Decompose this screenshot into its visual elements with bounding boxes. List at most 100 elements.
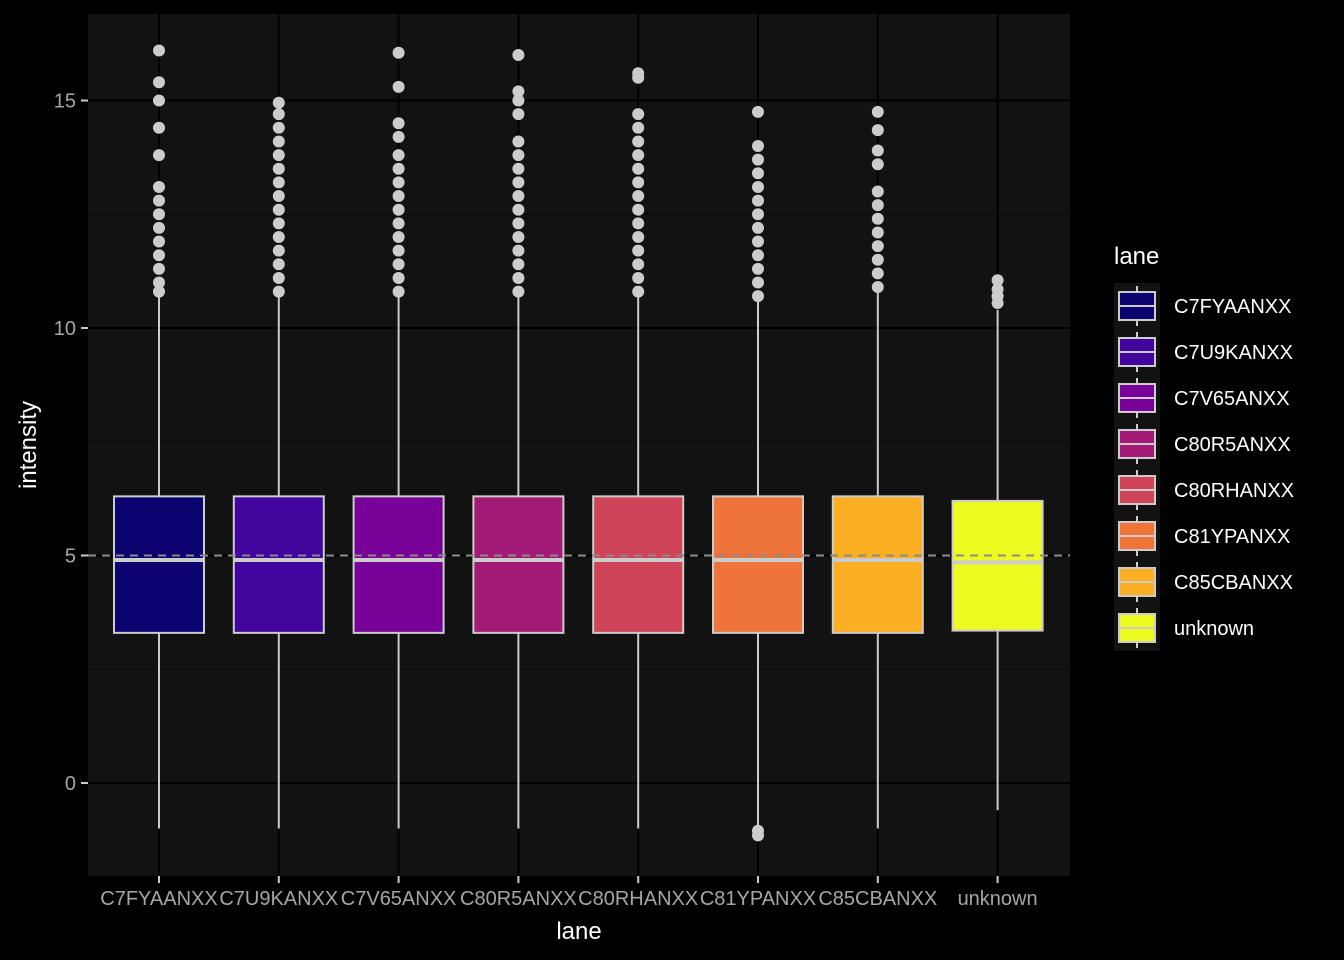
outlier-point — [871, 253, 884, 266]
x-tick-label: C7V65ANXX — [341, 888, 457, 910]
outlier-point — [752, 829, 764, 842]
legend-title: lane — [1114, 243, 1159, 270]
outlier-point — [272, 217, 285, 230]
outlier-point — [752, 249, 764, 262]
legend-label: C85CBANXX — [1174, 572, 1293, 594]
outlier-point — [632, 190, 645, 203]
box-group — [592, 67, 685, 829]
outlier-point — [392, 176, 405, 189]
y-tick-label: 0 — [65, 773, 76, 795]
legend: C7FYAANXX C7U9KANXX C7V65ANXX C80R5ANXX C80R… — [1114, 283, 1294, 651]
outlier-point — [272, 203, 285, 216]
outlier-point — [512, 271, 525, 284]
outlier-point — [871, 199, 884, 212]
outlier-point — [153, 276, 165, 289]
outlier-point — [153, 94, 165, 107]
outlier-point — [392, 149, 405, 162]
legend-label: C80RHANXX — [1174, 480, 1294, 502]
outlier-point — [153, 76, 165, 89]
plot-panel — [88, 14, 1070, 876]
box — [352, 495, 445, 634]
legend-item: C80RHANXX — [1114, 467, 1294, 513]
outlier-point — [632, 203, 645, 216]
box-group — [232, 96, 325, 829]
outlier-point — [272, 176, 285, 189]
outlier-point — [752, 180, 764, 193]
legend-item: C7FYAANXX — [1114, 283, 1291, 329]
outlier-point — [272, 190, 285, 203]
outlier-point — [752, 235, 764, 248]
outlier-point — [392, 130, 405, 143]
outlier-point — [871, 212, 884, 225]
outlier-point — [272, 135, 285, 148]
outlier-point — [392, 162, 405, 175]
x-tick-label: C7FYAANXX — [100, 888, 217, 910]
outlier-point — [392, 244, 405, 257]
outlier-point — [752, 208, 764, 221]
outlier-point — [272, 96, 285, 109]
outlier-point — [871, 226, 884, 239]
outlier-point — [871, 124, 884, 137]
y-tick-label: 5 — [65, 546, 76, 568]
outlier-point — [512, 217, 525, 230]
outlier-point — [991, 274, 1004, 287]
y-tick-label: 10 — [54, 318, 76, 340]
outlier-point — [752, 290, 764, 303]
outlier-point — [632, 271, 645, 284]
box-group — [472, 49, 565, 829]
outlier-point — [392, 271, 405, 284]
box — [472, 495, 565, 634]
x-tick-label: C80RHANXX — [578, 888, 698, 910]
outlier-point — [392, 285, 405, 298]
legend-item: unknown — [1114, 605, 1254, 651]
outlier-point — [512, 85, 525, 98]
outlier-point — [392, 117, 405, 130]
outlier-point — [632, 244, 645, 257]
outlier-point — [632, 231, 645, 243]
box — [951, 499, 1044, 632]
box-group — [113, 44, 205, 829]
box-group — [831, 105, 924, 829]
x-tick-label: C85CBANXX — [818, 888, 937, 910]
outlier-point — [272, 285, 285, 298]
outlier-point — [991, 283, 1004, 296]
outlier-point — [752, 167, 764, 180]
outlier-point — [632, 149, 645, 162]
outlier-point — [272, 162, 285, 175]
legend-item: C85CBANXX — [1114, 559, 1293, 605]
legend-label: C80R5ANXX — [1174, 434, 1291, 456]
outlier-point — [392, 217, 405, 230]
outlier-point — [272, 149, 285, 162]
outlier-point — [752, 262, 764, 275]
outlier-point — [512, 49, 525, 61]
outlier-point — [752, 153, 764, 166]
legend-label: C7U9KANXX — [1174, 342, 1293, 364]
outlier-point — [512, 162, 525, 175]
outlier-point — [153, 285, 165, 298]
outlier-point — [871, 144, 884, 157]
outlier-point — [153, 249, 165, 262]
x-tick-label: C80R5ANXX — [460, 888, 577, 910]
outlier-point — [632, 135, 645, 148]
outlier-point — [512, 244, 525, 257]
outlier-point — [272, 108, 285, 121]
outlier-point — [153, 44, 165, 57]
outlier-point — [272, 258, 285, 271]
outlier-point — [871, 105, 884, 118]
outlier-point — [632, 108, 645, 121]
outlier-point — [512, 285, 525, 298]
x-tick-label: unknown — [958, 888, 1038, 910]
outlier-point — [512, 135, 525, 148]
outlier-point — [871, 185, 884, 198]
outlier-point — [632, 176, 645, 189]
outlier-point — [392, 80, 405, 93]
box — [113, 495, 205, 634]
outlier-point — [871, 281, 884, 294]
outlier-point — [272, 121, 285, 134]
outlier-point — [153, 262, 165, 275]
legend-item: C7U9KANXX — [1114, 329, 1293, 375]
box — [592, 495, 685, 634]
legend-item: C7V65ANXX — [1114, 375, 1290, 421]
outlier-point — [871, 267, 884, 280]
